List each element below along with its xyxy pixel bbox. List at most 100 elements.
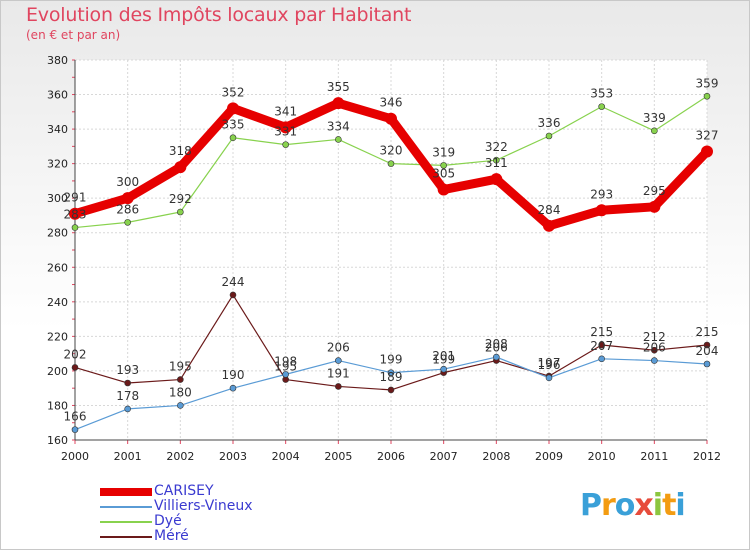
data-label: 206: [643, 341, 666, 355]
data-point: [437, 183, 450, 196]
data-label: 195: [169, 360, 192, 374]
data-label: 166: [64, 410, 87, 424]
data-label: 300: [116, 175, 139, 189]
legend-item: Méré: [100, 529, 340, 544]
legend-item: CARISEY: [100, 484, 340, 499]
data-label: 207: [590, 339, 613, 353]
data-point: [385, 112, 397, 125]
chart-legend: CARISEY Villiers-Vineux Dyé Méré: [100, 484, 340, 544]
data-label: 336: [538, 116, 561, 130]
legend-swatch: [100, 521, 152, 523]
data-label: 202: [64, 347, 87, 361]
data-label: 320: [380, 144, 403, 158]
data-label: 346: [380, 96, 403, 110]
data-point: [490, 173, 503, 186]
logo-letter: P: [580, 488, 602, 523]
x-tick-label: 2008: [482, 450, 510, 463]
data-label: 335: [222, 118, 245, 132]
data-point: [651, 357, 658, 364]
data-label: 206: [485, 341, 508, 355]
data-point: [440, 162, 447, 169]
data-label: 189: [380, 370, 403, 384]
data-label: 198: [274, 354, 297, 368]
y-tick-label: 280: [47, 227, 68, 240]
data-point: [177, 376, 184, 383]
y-tick-label: 240: [47, 296, 68, 309]
data-point: [595, 204, 608, 217]
x-tick-label: 2003: [219, 450, 247, 463]
data-label: 215: [696, 325, 719, 339]
y-tick-label: 220: [47, 330, 68, 343]
data-point: [227, 102, 239, 115]
data-label: 197: [538, 356, 561, 370]
legend-item: Dyé: [100, 514, 340, 529]
data-label: 206: [327, 341, 350, 355]
x-tick-label: 2011: [640, 450, 668, 463]
data-label: 283: [64, 208, 87, 222]
data-point: [703, 341, 711, 349]
legend-label: Dyé: [154, 513, 182, 529]
data-point: [543, 219, 555, 232]
data-point: [493, 156, 500, 164]
x-tick-label: 2000: [61, 450, 89, 463]
data-label: 311: [485, 156, 508, 170]
y-tick-label: 300: [47, 192, 68, 205]
data-label: 331: [274, 125, 297, 139]
legend-label: Villiers-Vineux: [154, 498, 253, 514]
data-label: 292: [169, 192, 192, 206]
data-point: [177, 208, 184, 216]
logo-letter: i: [652, 488, 663, 523]
x-tick-label: 2009: [535, 450, 563, 463]
legend-item: Villiers-Vineux: [100, 499, 340, 514]
legend-swatch: [100, 506, 152, 508]
data-point: [124, 379, 131, 387]
data-point: [121, 192, 134, 205]
data-label: 191: [327, 366, 350, 380]
data-point: [493, 353, 500, 361]
data-point: [545, 132, 553, 140]
legend-swatch: [100, 488, 152, 496]
data-label: 199: [432, 353, 455, 367]
data-label: 339: [643, 111, 666, 125]
data-point: [387, 386, 395, 394]
x-tick-label: 2004: [272, 450, 300, 463]
y-tick-label: 340: [47, 123, 68, 136]
logo-letter: i: [675, 488, 685, 523]
data-point: [598, 341, 605, 349]
data-point: [69, 207, 81, 220]
data-label: 180: [169, 385, 192, 399]
x-tick-label: 2012: [693, 450, 721, 463]
data-label: 295: [643, 184, 666, 198]
y-tick-label: 260: [47, 261, 68, 274]
y-tick-label: 320: [47, 158, 68, 171]
data-point: [440, 365, 447, 373]
data-point: [229, 134, 237, 142]
x-tick-label: 2002: [166, 450, 194, 463]
chart-subtitle: (en € et par an): [26, 28, 121, 42]
legend-label: Méré: [154, 528, 189, 544]
data-point: [71, 224, 79, 231]
data-point: [124, 219, 131, 226]
data-label: 327: [696, 129, 719, 143]
data-label: 355: [327, 80, 350, 94]
data-label: 212: [643, 330, 666, 344]
data-label: 359: [696, 76, 719, 90]
data-point: [703, 360, 711, 368]
data-label: 352: [222, 85, 245, 99]
data-point: [703, 92, 711, 100]
data-label: 193: [116, 363, 139, 377]
x-tick-label: 2005: [324, 450, 352, 463]
logo-letter: t: [662, 488, 676, 523]
data-label: 318: [169, 144, 192, 158]
data-point: [71, 364, 79, 371]
data-point: [335, 357, 342, 364]
data-label: 190: [222, 368, 245, 382]
data-point: [177, 402, 184, 409]
data-label: 293: [590, 187, 613, 201]
y-tick-label: 360: [47, 89, 68, 102]
data-point: [282, 371, 289, 378]
data-label: 291: [64, 191, 87, 205]
data-label: 334: [327, 119, 350, 133]
data-point: [387, 369, 395, 376]
